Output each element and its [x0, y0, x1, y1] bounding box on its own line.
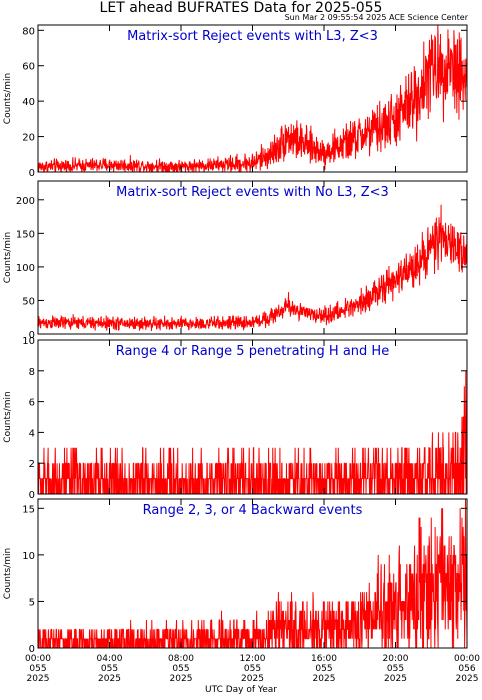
y-tick-label: 4	[29, 428, 35, 439]
y-axis-label: Counts/min	[3, 73, 13, 124]
series-line-2	[37, 204, 468, 331]
plot-frame	[37, 498, 468, 649]
series-line-4	[37, 498, 468, 649]
y-tick-label: 100	[16, 263, 35, 274]
x-tick-labels: 00:00055202504:00055202508:00055202512:0…	[25, 654, 480, 684]
x-tick-label: 20:00	[383, 654, 409, 664]
x-tick-label: 055	[315, 664, 332, 674]
y-tick-label: 80	[22, 26, 35, 37]
panel-title: Range 4 or Range 5 penetrating H and He	[116, 344, 389, 359]
y-tick-label: 20	[22, 133, 35, 144]
y-tick-label: 10	[22, 336, 35, 347]
chart-panel-1: 0 20 40 60 80 Matrix-sort Reject events with …	[3, 24, 468, 179]
x-tick-label: 00:00	[25, 654, 51, 664]
x-tick-label: 2025	[313, 674, 336, 684]
y-tick-label: 50	[22, 296, 35, 307]
x-tick-label: 055	[101, 664, 118, 674]
x-tick-label: 055	[244, 664, 261, 674]
x-tick-label: 2025	[98, 674, 121, 684]
y-tick-label: 10	[22, 551, 35, 562]
x-tick-label: 2025	[384, 674, 407, 684]
plot-frame	[37, 24, 468, 173]
x-tick-label: 055	[172, 664, 189, 674]
y-axis-label: Counts/min	[3, 232, 13, 283]
y-tick-label: 15	[22, 504, 35, 515]
y-tick-label: 0	[29, 330, 35, 341]
x-tick-label: 12:00	[240, 654, 266, 664]
y-tick-label: 60	[22, 62, 35, 73]
x-tick-label: 055	[29, 664, 46, 674]
panel-title: Matrix-sort Reject events with L3, Z<3	[127, 29, 378, 44]
chart-panel-4: 0 5 10 15 Range 2, 3, or 4 Backward events Co…	[3, 498, 468, 655]
x-tick-label: 00:00	[454, 654, 480, 664]
y-tick-label: 0	[29, 168, 35, 179]
x-tick-label: 055	[387, 664, 404, 674]
x-tick-label: 2025	[170, 674, 193, 684]
page-title: LET ahead BUFRATES Data for 2025-055	[99, 0, 383, 16]
x-tick-label: 2025	[27, 674, 50, 684]
x-tick-label: 04:00	[97, 654, 123, 664]
series-line-3	[37, 370, 468, 495]
x-tick-label: 2025	[241, 674, 264, 684]
y-tick-label: 40	[22, 97, 35, 108]
y-tick-label: 5	[29, 597, 35, 608]
y-tick-label: 0	[29, 644, 35, 655]
timestamp: Sun Mar 2 09:55:54 2025 ACE Science Cent…	[284, 13, 468, 22]
chart-panel-2: 0 50 100 150 200 Matrix-sort Reject events wi…	[3, 180, 468, 341]
panel-title: Matrix-sort Reject events with No L3, Z<…	[116, 185, 389, 200]
y-tick-label: 0	[29, 490, 35, 501]
y-axis-label: Counts/min	[3, 548, 13, 599]
y-tick-label: 6	[29, 398, 35, 409]
x-tick-label: 056	[458, 664, 475, 674]
y-tick-label: 8	[29, 367, 35, 378]
x-tick-label: 2025	[456, 674, 479, 684]
panel-title: Range 2, 3, or 4 Backward events	[143, 503, 363, 518]
y-tick-label: 200	[16, 196, 35, 207]
y-tick-label: 150	[16, 229, 35, 240]
y-tick-label: 2	[29, 459, 35, 470]
series-line-1	[37, 24, 468, 173]
chart-panel-3: 0 2 4 6 8 10 Range 4 or Range 5 penetrating H …	[3, 336, 468, 501]
plot-frame	[37, 180, 468, 335]
x-tick-label: 16:00	[311, 654, 337, 664]
x-axis-label: UTC Day of Year	[205, 685, 277, 695]
y-axis-label: Counts/min	[3, 391, 13, 442]
x-tick-label: 08:00	[168, 654, 194, 664]
